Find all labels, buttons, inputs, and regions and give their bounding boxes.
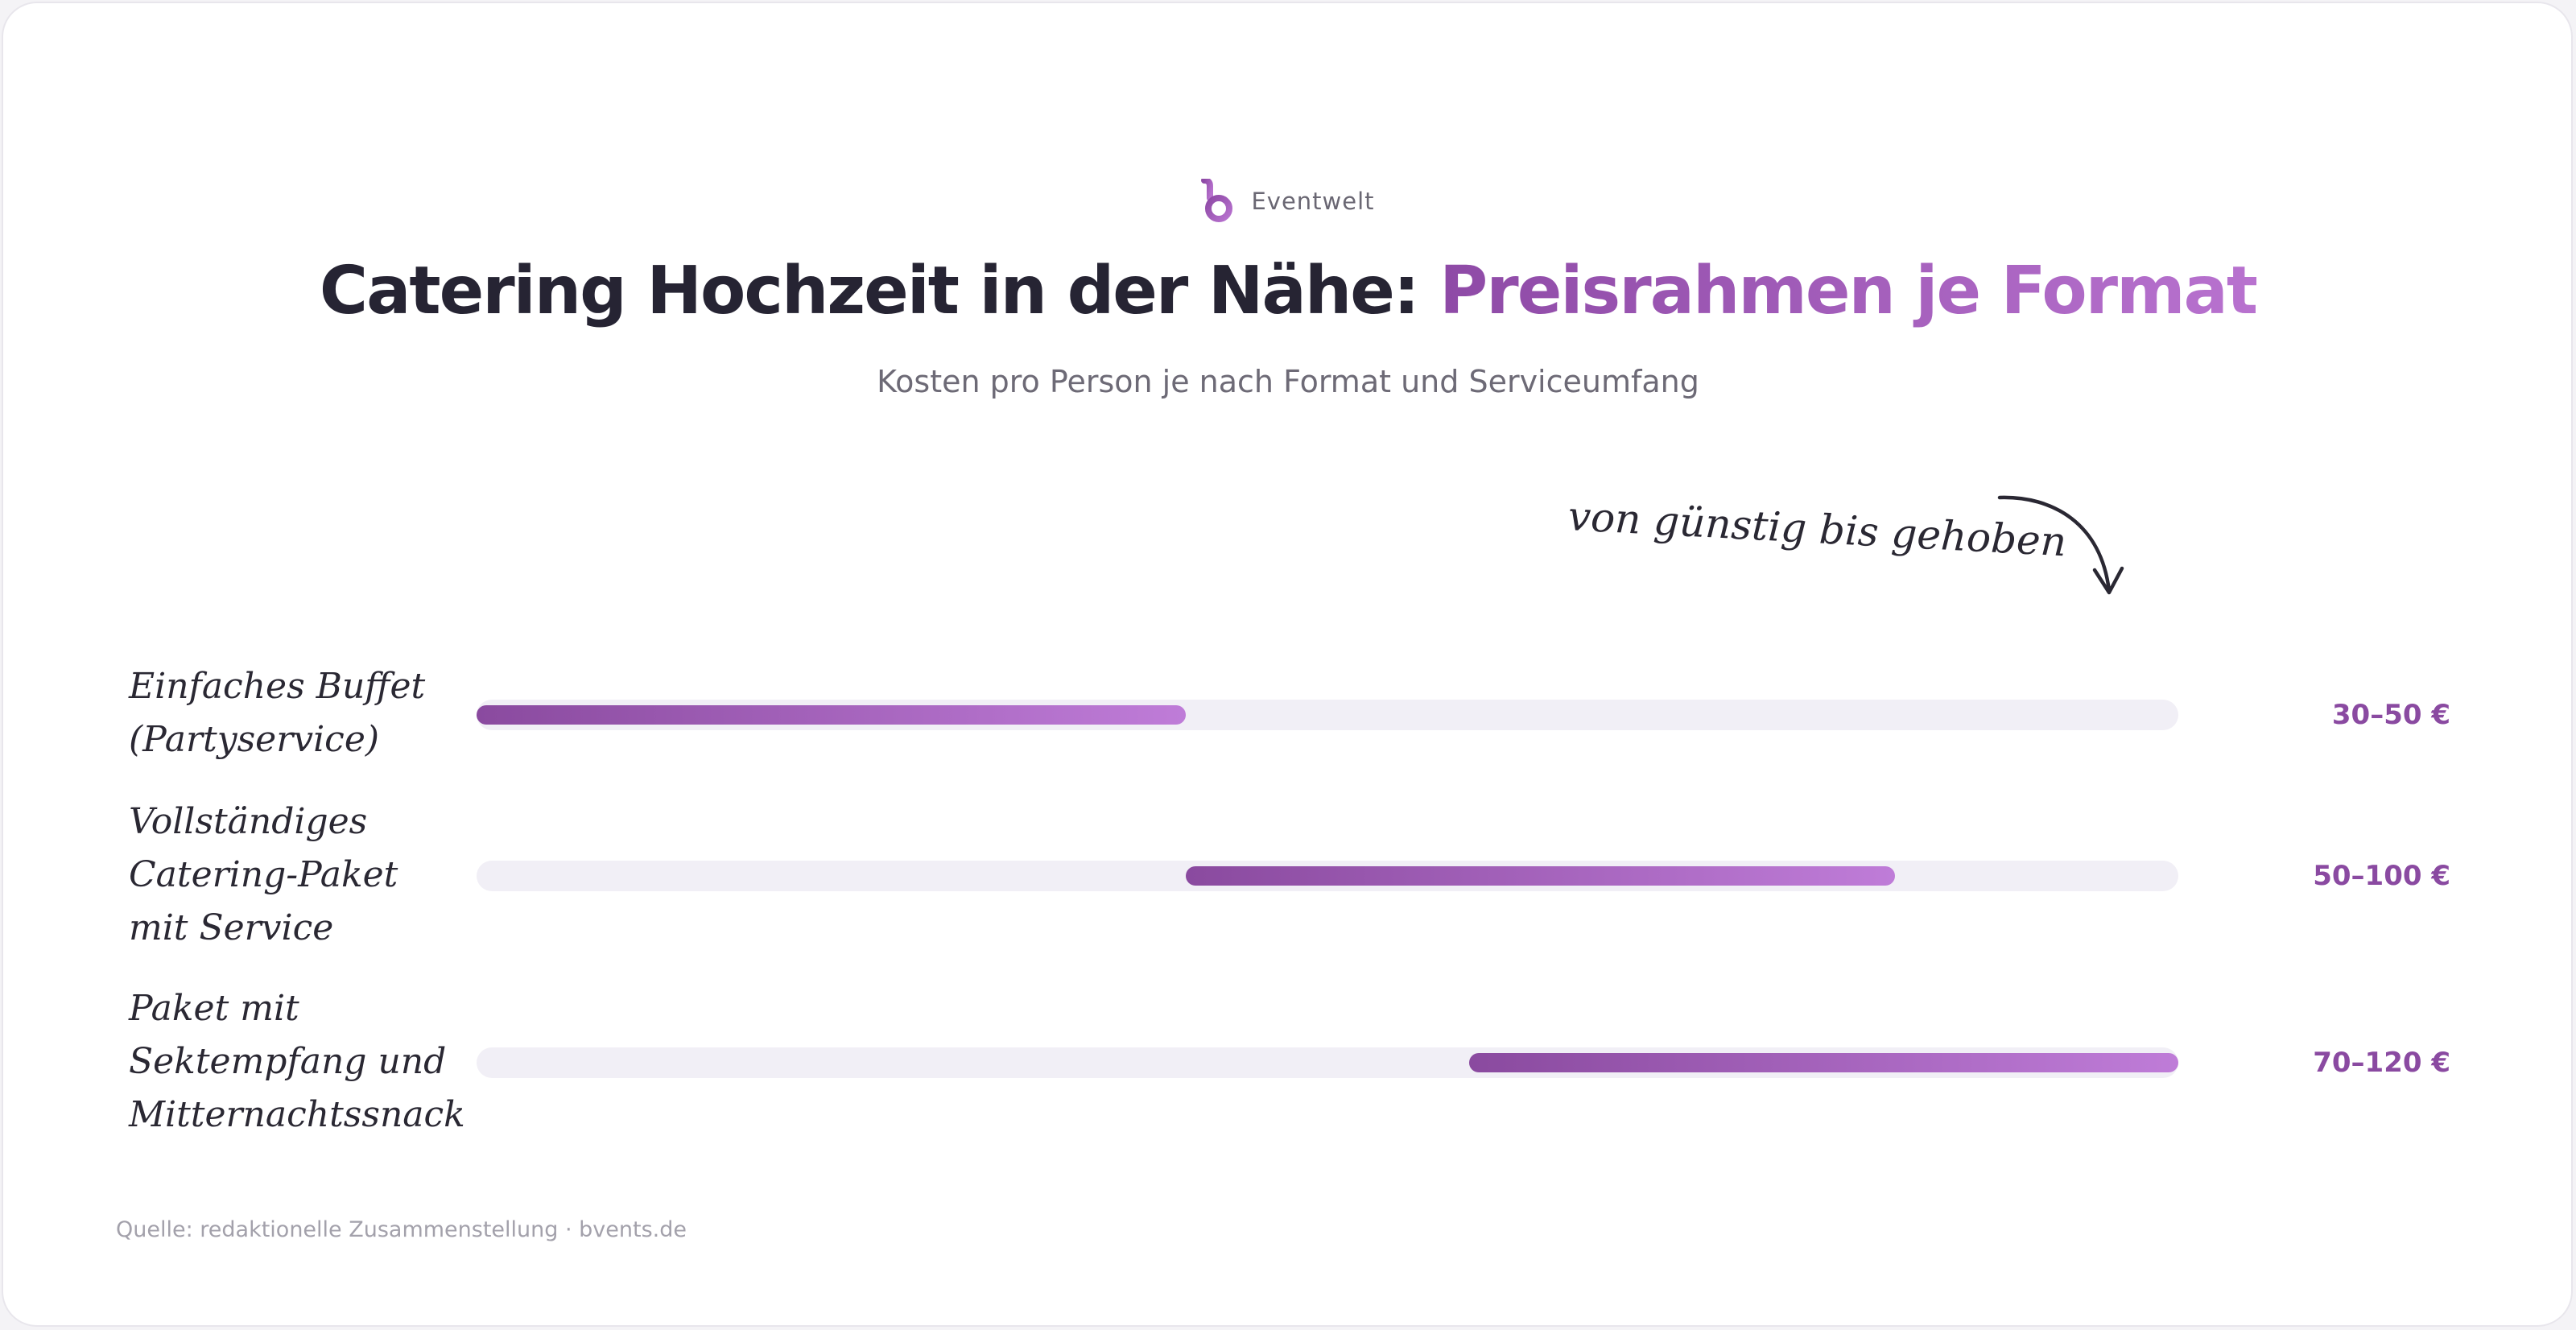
brand-header: Eventwelt — [0, 179, 2576, 224]
curved-arrow-down-icon — [1997, 495, 2124, 595]
range-bar — [1185, 866, 1895, 886]
row-label: Paket mit Sektempfang und Mitternachtssn… — [129, 988, 465, 1135]
row-label: Einfaches Buffet (Partyservice) — [129, 666, 426, 760]
row-label: Vollständiges Catering-Paket mit Service — [129, 801, 398, 948]
source-note: Quelle: redaktionelle Zusammenstellung ·… — [116, 1217, 687, 1242]
brand-name: Eventwelt — [1251, 188, 1375, 215]
value-label: 50–100 € — [2313, 860, 2450, 892]
range-bar — [1469, 1053, 2178, 1072]
title-accent: Preisrahmen je Format — [1439, 253, 2258, 329]
range-bar — [477, 705, 1186, 725]
value-label: 70–120 € — [2313, 1047, 2450, 1079]
value-label: 30–50 € — [2331, 699, 2450, 731]
subtitle: Kosten pro Person je nach Format und Ser… — [877, 364, 1699, 399]
title-main: Catering Hochzeit in der Nähe: — [319, 253, 1440, 329]
b-logo-icon — [1201, 179, 1233, 222]
page-title: Catering Hochzeit in der Nähe: Preisrahm… — [0, 251, 2576, 332]
